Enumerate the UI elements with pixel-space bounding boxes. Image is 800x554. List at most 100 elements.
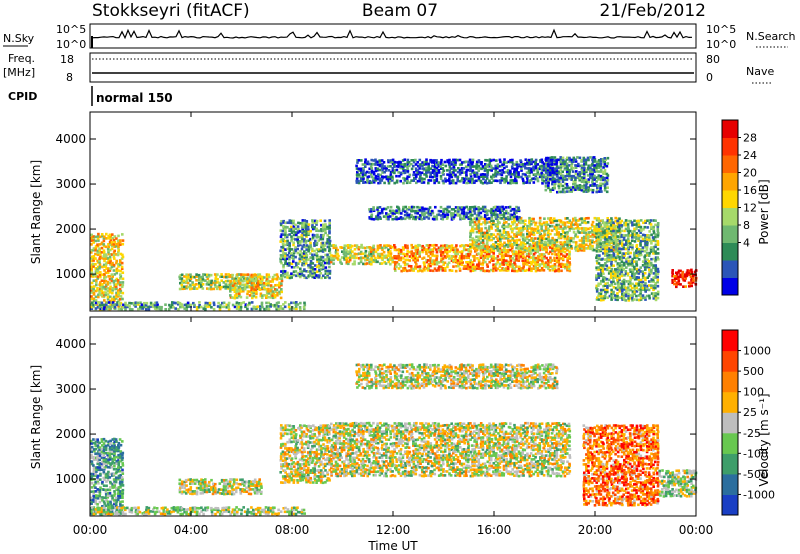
data-cell	[106, 298, 110, 301]
data-cell	[309, 229, 312, 233]
data-cell	[525, 237, 529, 241]
data-cell	[490, 259, 493, 262]
data-cell	[94, 257, 97, 260]
data-cell	[290, 276, 293, 279]
data-cell	[302, 263, 306, 267]
data-cell	[229, 280, 233, 283]
data-cell	[119, 239, 122, 242]
data-cell	[499, 173, 502, 176]
data-cell	[584, 163, 588, 166]
data-cell	[447, 163, 451, 166]
data-cell	[499, 249, 502, 252]
data-cell	[593, 160, 596, 163]
data-cell	[538, 253, 542, 256]
data-cell	[563, 178, 567, 181]
data-cell	[435, 244, 438, 247]
data-cell	[578, 231, 581, 234]
data-cell	[513, 169, 516, 173]
data-cell	[378, 252, 382, 256]
data-cell	[499, 237, 502, 240]
data-cell	[597, 228, 601, 231]
data-cell	[621, 252, 624, 255]
data-cell	[448, 244, 451, 248]
data-cell	[620, 288, 624, 291]
data-cell	[288, 229, 291, 232]
data-cell	[296, 239, 299, 243]
data-cell	[90, 265, 93, 269]
data-cell	[495, 159, 498, 162]
data-cell	[113, 303, 117, 306]
data-cell	[503, 241, 506, 245]
data-cell	[483, 236, 487, 240]
data-cell	[612, 296, 615, 299]
data-cell	[620, 257, 624, 261]
data-cell	[605, 277, 609, 281]
data-cell	[321, 267, 325, 271]
data-cell	[645, 248, 649, 251]
data-cell	[282, 219, 285, 223]
data-cell	[286, 264, 290, 267]
data-cell	[612, 221, 615, 225]
data-cell	[543, 243, 546, 246]
data-cell	[599, 268, 603, 271]
data-cell	[643, 257, 647, 261]
data-cell	[568, 156, 571, 160]
data-cell	[425, 260, 429, 264]
data-cell	[284, 236, 287, 239]
data-cell	[547, 181, 550, 185]
data-cell	[652, 219, 656, 222]
data-cell	[328, 223, 331, 227]
data-cell	[637, 223, 641, 227]
data-cell	[492, 269, 495, 273]
data-cell	[182, 279, 186, 283]
data-cell	[94, 263, 97, 266]
data-cell	[111, 261, 114, 265]
data-cell	[568, 168, 571, 172]
data-cell	[355, 164, 358, 168]
data-cell	[99, 287, 102, 291]
data-cell	[496, 163, 500, 166]
data-cell	[543, 223, 546, 227]
data-cell	[602, 172, 605, 175]
data-cell	[534, 250, 537, 254]
data-cell	[620, 272, 624, 276]
data-cell	[402, 165, 405, 168]
data-cell	[522, 225, 525, 229]
data-cell	[387, 179, 390, 183]
data-cell	[503, 244, 506, 248]
data-cell	[580, 159, 583, 162]
data-cell	[586, 174, 590, 177]
data-cell	[502, 223, 506, 226]
data-cell	[595, 162, 599, 166]
data-cell	[513, 258, 516, 262]
data-cell	[641, 272, 645, 275]
data-cell	[320, 235, 323, 239]
data-cell	[311, 257, 315, 261]
data-cell	[478, 267, 481, 270]
data-cell	[511, 179, 514, 182]
data-cell	[572, 182, 575, 186]
data-cell	[273, 288, 277, 291]
data-cell	[585, 180, 588, 184]
data-cell	[485, 163, 489, 167]
data-cell	[389, 173, 393, 177]
data-cell	[606, 162, 610, 165]
data-cell	[559, 219, 563, 223]
data-cell	[587, 164, 590, 168]
data-cell	[536, 240, 539, 244]
data-cell	[418, 164, 422, 168]
data-cell	[100, 246, 104, 250]
data-cell	[538, 242, 541, 246]
data-cell	[612, 224, 615, 227]
data-cell	[324, 258, 327, 261]
data-cell	[507, 171, 510, 175]
data-cell	[624, 292, 628, 296]
data-cell	[475, 246, 479, 250]
data-cell	[271, 294, 274, 297]
data-cell	[593, 176, 596, 180]
data-cell	[446, 246, 449, 249]
data-cell	[605, 164, 609, 168]
data-cell	[637, 239, 640, 242]
data-cell	[609, 236, 613, 239]
data-cell	[639, 253, 643, 257]
